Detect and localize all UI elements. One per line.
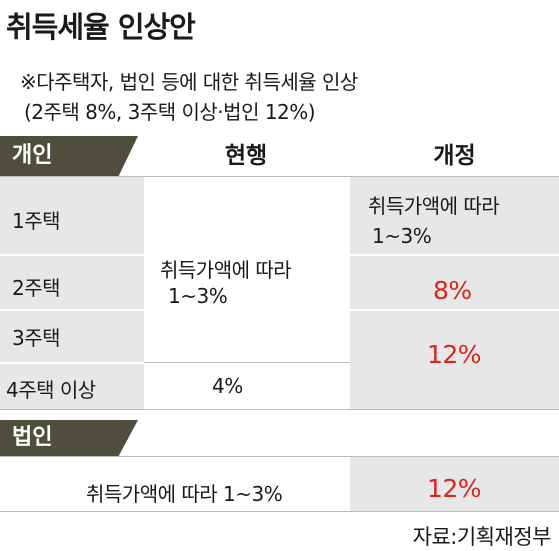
current-rate-text-line1: 취득가액에 따라	[160, 258, 292, 282]
revised-rate-1house-line2: 1~3%	[372, 224, 432, 248]
row-label-4house-plus: 4주택 이상	[6, 378, 96, 402]
revised-rate-2house: 8%	[433, 276, 472, 305]
corporate-revised-rate: 12%	[427, 474, 482, 503]
row-label-cell	[0, 177, 144, 254]
row-label-3house: 3주택	[12, 326, 61, 350]
note-line-1: ※다주택자, 법인 등에 대한 취득세율 인상	[20, 70, 358, 94]
revised-cell	[350, 256, 559, 309]
row-label-cell	[0, 364, 144, 409]
row-label-cell	[0, 311, 144, 362]
current-rate-4house: 4%	[212, 374, 243, 398]
row-label-1house: 1주택	[12, 209, 61, 233]
divider	[0, 511, 559, 512]
section-tag-corporate: 법인	[0, 420, 138, 456]
divider	[0, 456, 559, 457]
revised-rate-1house-line1: 취득가액에 따라	[368, 194, 500, 218]
row-label-cell	[0, 256, 144, 309]
source-credit: 자료:기획재정부	[412, 525, 552, 549]
revised-cell	[350, 311, 559, 409]
divider	[144, 362, 350, 363]
section-tag-individual: 개인	[0, 136, 138, 176]
revised-cell	[350, 457, 559, 511]
note-line-2: (2주택 8%, 3주택 이상·법인 12%)	[24, 100, 316, 124]
divider	[0, 409, 559, 410]
divider	[0, 176, 559, 177]
column-header-current: 현행	[224, 143, 268, 169]
column-header-revised: 개정	[433, 143, 476, 169]
page-title: 취득세율 인상안	[6, 10, 196, 44]
current-rate-text-line2: 1~3%	[168, 284, 228, 308]
row-label-2house: 2주택	[12, 276, 61, 300]
corporate-current-rate: 취득가액에 따라 1~3%	[86, 482, 283, 506]
revised-cell	[350, 177, 559, 254]
revised-rate-3house-plus: 12%	[427, 340, 482, 369]
